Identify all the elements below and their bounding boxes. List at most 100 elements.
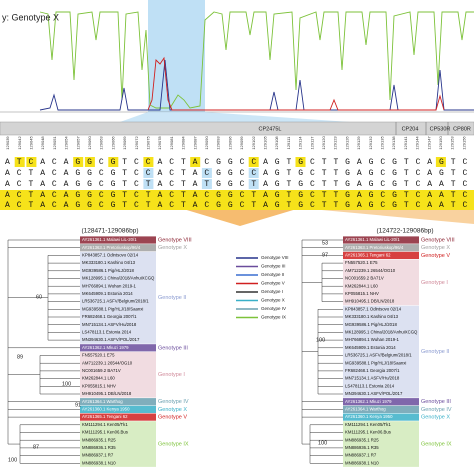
taxon-label: MK333180.1 Kashino 04/13 bbox=[345, 314, 399, 319]
taxon-label: NC001659.2 BA71V bbox=[82, 368, 121, 373]
position-label: 129123 bbox=[333, 136, 338, 150]
bootstrap-value: 97 bbox=[322, 252, 328, 258]
similarity-line bbox=[147, 56, 445, 111]
tree-connector bbox=[300, 208, 474, 224]
base-highlight bbox=[143, 168, 154, 178]
taxon-label: AY261364.1 Warthog bbox=[345, 407, 386, 412]
similarity-line bbox=[39, 11, 474, 109]
bootstrap-value: 91 bbox=[75, 402, 81, 408]
taxon-label: AY261362.1 Mkuzi 1979 bbox=[345, 399, 392, 404]
clade-label: Genotype IX bbox=[158, 442, 189, 448]
taxon-label: KM262844.1 L60 bbox=[82, 376, 115, 381]
position-label: 129117 bbox=[309, 136, 314, 150]
taxon-label: KP843857.1 Odintsovo 02/14 bbox=[345, 306, 402, 311]
clade-box bbox=[80, 251, 156, 344]
taxon-label: MG939586.1 Pig/HLJ/2018 bbox=[82, 268, 134, 273]
position-label: 129081 bbox=[169, 136, 174, 150]
position-label: 129093 bbox=[216, 136, 221, 150]
clade-label: Genotype III bbox=[158, 345, 188, 351]
position-label: 129105 bbox=[262, 136, 267, 150]
base-highlight bbox=[248, 168, 259, 178]
clade-label: Genotype V bbox=[421, 253, 450, 259]
row-highlight bbox=[0, 190, 474, 200]
legend-label: Genotype I bbox=[261, 289, 283, 294]
clade-label: Genotype V bbox=[158, 415, 187, 421]
position-label: 129060 bbox=[87, 136, 92, 150]
base-highlight bbox=[190, 157, 201, 167]
clade-label: Genotype IV bbox=[421, 407, 452, 413]
position-label: 129114 bbox=[298, 136, 303, 150]
taxon-label: KM111295.1 Ken06.Bus bbox=[82, 430, 128, 435]
taxon-label: MN886938.1 N10 bbox=[82, 460, 116, 465]
legend: Genotype VIII Genotype III Genotype II Geno… bbox=[236, 255, 289, 320]
clade-box bbox=[343, 305, 419, 398]
bootstrap-value: 60 bbox=[36, 294, 42, 300]
clade-box bbox=[343, 413, 419, 421]
taxon-label: AY261363.1 Pretoriuskop/96/4 bbox=[82, 245, 141, 250]
position-label: 129039 bbox=[5, 136, 10, 150]
query-label: y: Genotype X bbox=[2, 12, 59, 22]
taxon-label: KM262844.1 L60 bbox=[345, 283, 378, 288]
gene-label: CP80R bbox=[453, 126, 471, 132]
taxon-label: MH910495.1 DB/LN/2018 bbox=[345, 299, 395, 304]
taxon-label: KM111295.1 Ken06.Bus bbox=[345, 430, 391, 435]
clade-label: Genotype VIII bbox=[158, 237, 192, 243]
position-label: 129108 bbox=[274, 136, 279, 150]
row-highlight bbox=[0, 200, 474, 210]
clade-label: Genotype II bbox=[421, 349, 450, 355]
gene-label: CP204 bbox=[402, 126, 419, 132]
clade-box bbox=[80, 351, 156, 398]
bootstrap-value: 53 bbox=[322, 240, 328, 246]
base-highlight bbox=[143, 179, 154, 189]
taxon-label: AM712239.1 26544/OG10 bbox=[345, 268, 396, 273]
taxon-label: MH766894.1 Wuhan 2019-1 bbox=[82, 283, 137, 288]
clade-label: Genotype IX bbox=[421, 442, 452, 448]
taxon-label: FN557520.1 E75 bbox=[345, 260, 378, 265]
clade-label: Genotype I bbox=[421, 280, 448, 286]
taxon-label: MG939586.1 Pig/HLJ/2018 bbox=[345, 322, 397, 327]
clade-box bbox=[343, 236, 419, 244]
position-label: 129138 bbox=[391, 136, 396, 150]
position-label: 129144 bbox=[415, 136, 420, 150]
position-label: 129150 bbox=[438, 136, 443, 150]
taxon-label: AY261364.1 Warthog bbox=[82, 399, 123, 404]
position-label: 129129 bbox=[356, 136, 361, 150]
gene-bar bbox=[0, 121, 474, 136]
clade-box bbox=[343, 421, 419, 467]
taxon-label: MH766894.1 Wuhan 2019-1 bbox=[345, 337, 400, 342]
legend-label: Genotype III bbox=[261, 264, 286, 269]
base-highlight bbox=[295, 157, 306, 167]
trees: (128471-129086bp) AY261361.1 Malawi LiL-2… bbox=[7, 228, 455, 467]
taxon-label: AY261360.1 Kenya 1950 bbox=[345, 414, 393, 419]
clade-box bbox=[80, 421, 156, 467]
base-highlight bbox=[248, 157, 259, 167]
clade-label: Genotype IV bbox=[158, 399, 189, 405]
position-label: 129147 bbox=[426, 136, 431, 150]
position-label: 129078 bbox=[157, 136, 162, 150]
position-label: 129126 bbox=[344, 136, 349, 150]
taxon-label: AY261365.1 Tengani 62 bbox=[345, 253, 391, 258]
bootstrap-value: 87 bbox=[33, 444, 39, 450]
legend-label: Genotype V bbox=[261, 281, 285, 286]
bootstrap-value: 89 bbox=[17, 354, 23, 360]
legend-label: Genotype VIII bbox=[261, 255, 289, 260]
taxon-label: MK128995.1 China/2018/AnhuiXCGQ bbox=[82, 276, 155, 281]
clade-box bbox=[80, 236, 156, 244]
tree-range: (128471-129086bp) bbox=[81, 228, 138, 235]
base-highlight bbox=[201, 179, 212, 189]
taxon-label: LR536725.1 ASFV/Belgium/2018/1 bbox=[345, 353, 412, 358]
taxon-label: AY261360.1 Kenya 1950 bbox=[82, 407, 130, 412]
position-label: 129111 bbox=[286, 136, 291, 150]
base-highlight bbox=[73, 157, 84, 167]
base-highlight bbox=[14, 157, 25, 167]
clade-box bbox=[80, 244, 156, 252]
taxon-label: AY261361.1 Malawi LiL-20/1 bbox=[82, 237, 137, 242]
position-label: 129072 bbox=[134, 136, 139, 150]
bootstrap-value: 100 bbox=[316, 337, 325, 343]
clade-label: Genotype X bbox=[158, 245, 187, 251]
taxon-label: MN715134.1 ASFV/Hu/2018 bbox=[82, 322, 137, 327]
position-label: 129063 bbox=[99, 136, 104, 150]
position-label: 129075 bbox=[145, 136, 150, 150]
legend-label: Genotype X bbox=[261, 298, 285, 303]
